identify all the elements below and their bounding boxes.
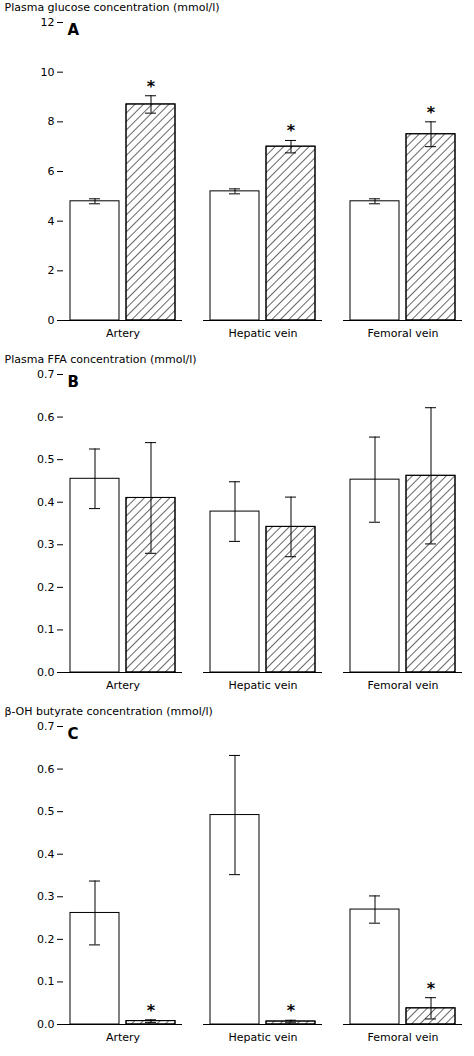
svg-text:0.7: 0.7 <box>37 368 55 381</box>
svg-text:0.2: 0.2 <box>37 581 55 594</box>
svg-text:*: * <box>427 103 436 122</box>
svg-text:Artery: Artery <box>106 327 141 340</box>
svg-text:4: 4 <box>48 215 55 228</box>
svg-text:Artery: Artery <box>106 679 141 692</box>
svg-text:*: * <box>147 1001 156 1020</box>
svg-text:Hepatic vein: Hepatic vein <box>229 327 298 340</box>
svg-text:Plasma FFA concentration (mmol: Plasma FFA concentration (mmol/l) <box>5 353 197 366</box>
svg-text:12: 12 <box>41 16 55 29</box>
svg-text:0.5: 0.5 <box>37 805 55 818</box>
svg-text:B: B <box>68 373 79 391</box>
svg-text:0.1: 0.1 <box>37 623 55 636</box>
svg-text:0.6: 0.6 <box>37 411 55 424</box>
svg-text:8: 8 <box>48 115 55 128</box>
svg-text:Femoral vein: Femoral vein <box>367 1031 438 1044</box>
svg-text:Hepatic vein: Hepatic vein <box>229 679 298 692</box>
svg-text:0.3: 0.3 <box>37 890 55 903</box>
svg-text:Femoral vein: Femoral vein <box>367 679 438 692</box>
svg-text:0.4: 0.4 <box>37 848 55 861</box>
svg-text:Femoral vein: Femoral vein <box>367 327 438 340</box>
svg-text:0.7: 0.7 <box>37 720 55 733</box>
svg-text:β-OH butyrate concentration (m: β-OH butyrate concentration (mmol/l) <box>5 705 213 718</box>
svg-text:0.4: 0.4 <box>37 496 55 509</box>
svg-text:0.0: 0.0 <box>37 1018 55 1031</box>
svg-text:Hepatic vein: Hepatic vein <box>229 1031 298 1044</box>
svg-text:Plasma glucose concentration (: Plasma glucose concentration (mmol/l) <box>5 1 220 14</box>
svg-text:6: 6 <box>48 165 55 178</box>
svg-text:A: A <box>68 21 80 39</box>
svg-text:0.3: 0.3 <box>37 538 55 551</box>
svg-text:2: 2 <box>48 264 55 277</box>
svg-text:0.6: 0.6 <box>37 763 55 776</box>
svg-text:*: * <box>427 979 436 998</box>
svg-text:0: 0 <box>48 314 55 327</box>
svg-text:*: * <box>287 121 296 140</box>
svg-text:0.5: 0.5 <box>37 453 55 466</box>
svg-text:*: * <box>287 1001 296 1020</box>
svg-text:10: 10 <box>41 66 55 79</box>
svg-text:0.2: 0.2 <box>37 933 55 946</box>
svg-text:0.0: 0.0 <box>37 666 55 679</box>
svg-text:Artery: Artery <box>106 1031 141 1044</box>
svg-text:C: C <box>68 725 79 743</box>
svg-text:*: * <box>147 77 156 96</box>
svg-text:0.1: 0.1 <box>37 975 55 988</box>
